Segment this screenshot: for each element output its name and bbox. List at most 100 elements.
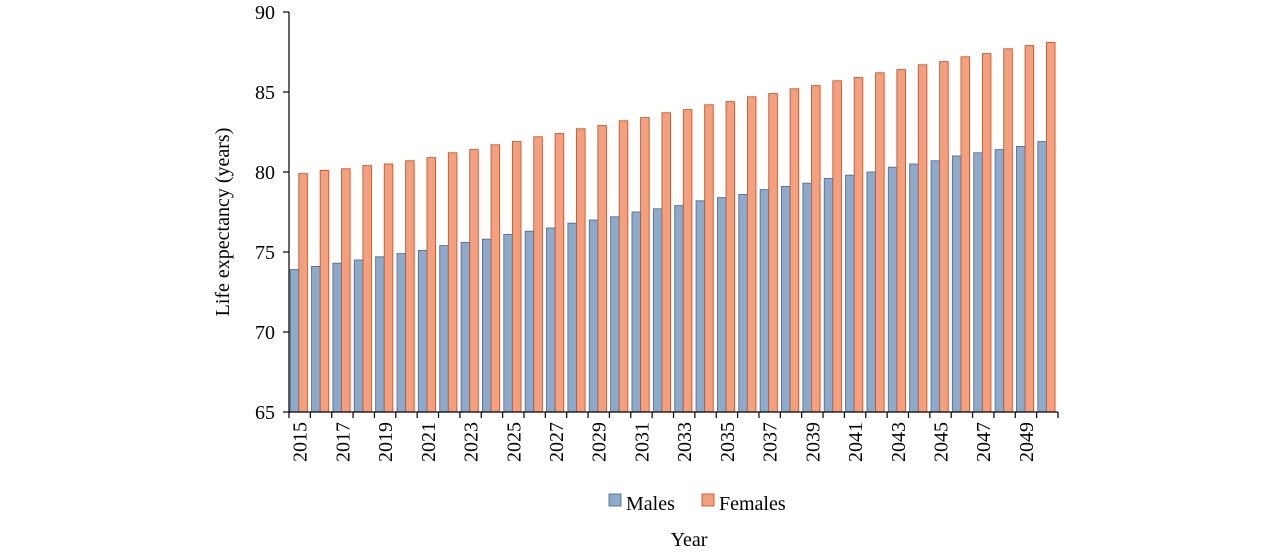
bar-females-2044 [917, 64, 928, 413]
bars-layer [289, 41, 1056, 413]
x-tick-label-2031: 2031 [631, 422, 653, 462]
bar-males-2026 [524, 230, 535, 413]
bar-males-2035 [716, 197, 727, 413]
x-tick-label-2027: 2027 [546, 422, 568, 462]
bar-males-2018 [353, 259, 364, 413]
bar-females-2024 [490, 144, 501, 413]
x-tick-label-2023: 2023 [461, 422, 483, 462]
bar-females-2030 [618, 120, 629, 413]
bar-males-2025 [503, 233, 513, 413]
bar-males-2019 [375, 256, 385, 413]
bar-females-2045 [939, 61, 949, 413]
bar-females-2047 [981, 53, 992, 413]
bar-females-2017 [341, 168, 351, 413]
bar-males-2034 [695, 200, 706, 413]
bar-females-2033 [682, 109, 693, 413]
x-tick-label-2015: 2015 [290, 422, 312, 462]
bar-females-2043 [896, 69, 906, 413]
bar-males-2028 [567, 222, 577, 413]
bar-males-2031 [631, 211, 642, 413]
bar-females-2038 [789, 88, 800, 413]
x-tick-label-2033: 2033 [674, 422, 696, 462]
x-tick-label-2035: 2035 [717, 422, 739, 462]
bar-males-2048 [994, 149, 1005, 413]
bar-males-2020 [396, 253, 407, 413]
bar-females-2027 [554, 133, 565, 413]
bar-males-2022 [439, 245, 449, 413]
bar-females-2020 [405, 160, 415, 413]
bar-males-2045 [930, 160, 941, 413]
bar-females-2040 [832, 80, 842, 413]
bar-females-2025 [511, 141, 522, 413]
bar-females-2019 [383, 163, 394, 413]
bar-females-2023 [469, 149, 479, 413]
bar-females-2048 [1003, 48, 1013, 413]
x-tick-label-2047: 2047 [973, 422, 995, 462]
bar-females-2029 [597, 125, 607, 413]
bar-females-2037 [768, 93, 778, 413]
x-tick-label-2019: 2019 [375, 422, 397, 462]
y-tick-label-90: 90 [255, 2, 275, 24]
bar-females-2032 [661, 112, 671, 413]
x-tick-label-2043: 2043 [888, 422, 910, 462]
x-tick-label-2025: 2025 [503, 422, 525, 462]
bar-females-2022 [447, 152, 458, 413]
bar-males-2024 [482, 238, 492, 413]
x-axis-title: Year [671, 529, 708, 551]
bar-females-2018 [362, 165, 372, 413]
legend: Males Females [608, 493, 786, 515]
bar-females-2050 [1045, 41, 1056, 413]
y-tick-label-75: 75 [255, 242, 275, 264]
bar-males-2016 [311, 265, 321, 413]
y-tick-label-70: 70 [255, 322, 275, 344]
labels-layer: 65 70 75 80 85 90 2015 2017 2019 2021 2023 2025 2027… [212, 2, 1038, 551]
bar-females-2042 [875, 72, 885, 413]
bar-males-2027 [546, 227, 556, 413]
x-tick-label-2041: 2041 [845, 422, 867, 462]
bar-females-2015 [298, 173, 308, 413]
bar-males-2030 [610, 216, 620, 413]
bar-males-2021 [417, 249, 428, 413]
bar-females-2021 [426, 157, 437, 413]
bar-males-2042 [866, 171, 877, 413]
axes-layer [283, 11, 1059, 418]
bar-females-2036 [746, 96, 757, 413]
x-tick-label-2017: 2017 [332, 422, 354, 462]
bar-females-2039 [811, 85, 821, 413]
bar-males-2050 [1037, 141, 1047, 413]
y-axis-title: Life expectancy (years) [212, 128, 234, 317]
x-tick-label-2039: 2039 [802, 422, 824, 462]
bar-males-2036 [738, 193, 748, 413]
x-tick-label-2029: 2029 [589, 422, 611, 462]
x-tick-label-2037: 2037 [760, 422, 782, 462]
legend-swatch-females [701, 493, 715, 507]
x-tick-label-2021: 2021 [418, 422, 440, 462]
legend-label-males: Males [626, 493, 675, 515]
x-tick-label-2049: 2049 [1016, 422, 1038, 462]
legend-swatch-males [608, 493, 622, 507]
bar-males-2032 [652, 208, 663, 413]
bar-males-2040 [823, 177, 834, 413]
bar-females-2034 [704, 104, 714, 413]
bar-males-2029 [588, 219, 599, 413]
bar-males-2041 [845, 174, 855, 413]
bar-females-2028 [576, 128, 586, 413]
legend-label-females: Females [719, 493, 786, 515]
bar-males-2044 [909, 163, 919, 413]
bar-males-2033 [674, 205, 684, 413]
y-tick-label-80: 80 [255, 162, 275, 184]
bar-males-2047 [973, 152, 983, 413]
bar-males-2049 [1016, 145, 1026, 413]
y-tick-label-65: 65 [255, 402, 275, 424]
bar-males-2038 [781, 185, 791, 413]
bar-males-2043 [887, 166, 898, 413]
bar-females-2026 [533, 136, 543, 413]
bar-males-2039 [802, 182, 812, 413]
bar-males-2023 [460, 241, 471, 413]
bar-females-2031 [640, 117, 650, 413]
bar-males-2017 [332, 262, 342, 413]
bar-females-2041 [853, 77, 864, 413]
bar-females-2049 [1024, 45, 1035, 413]
